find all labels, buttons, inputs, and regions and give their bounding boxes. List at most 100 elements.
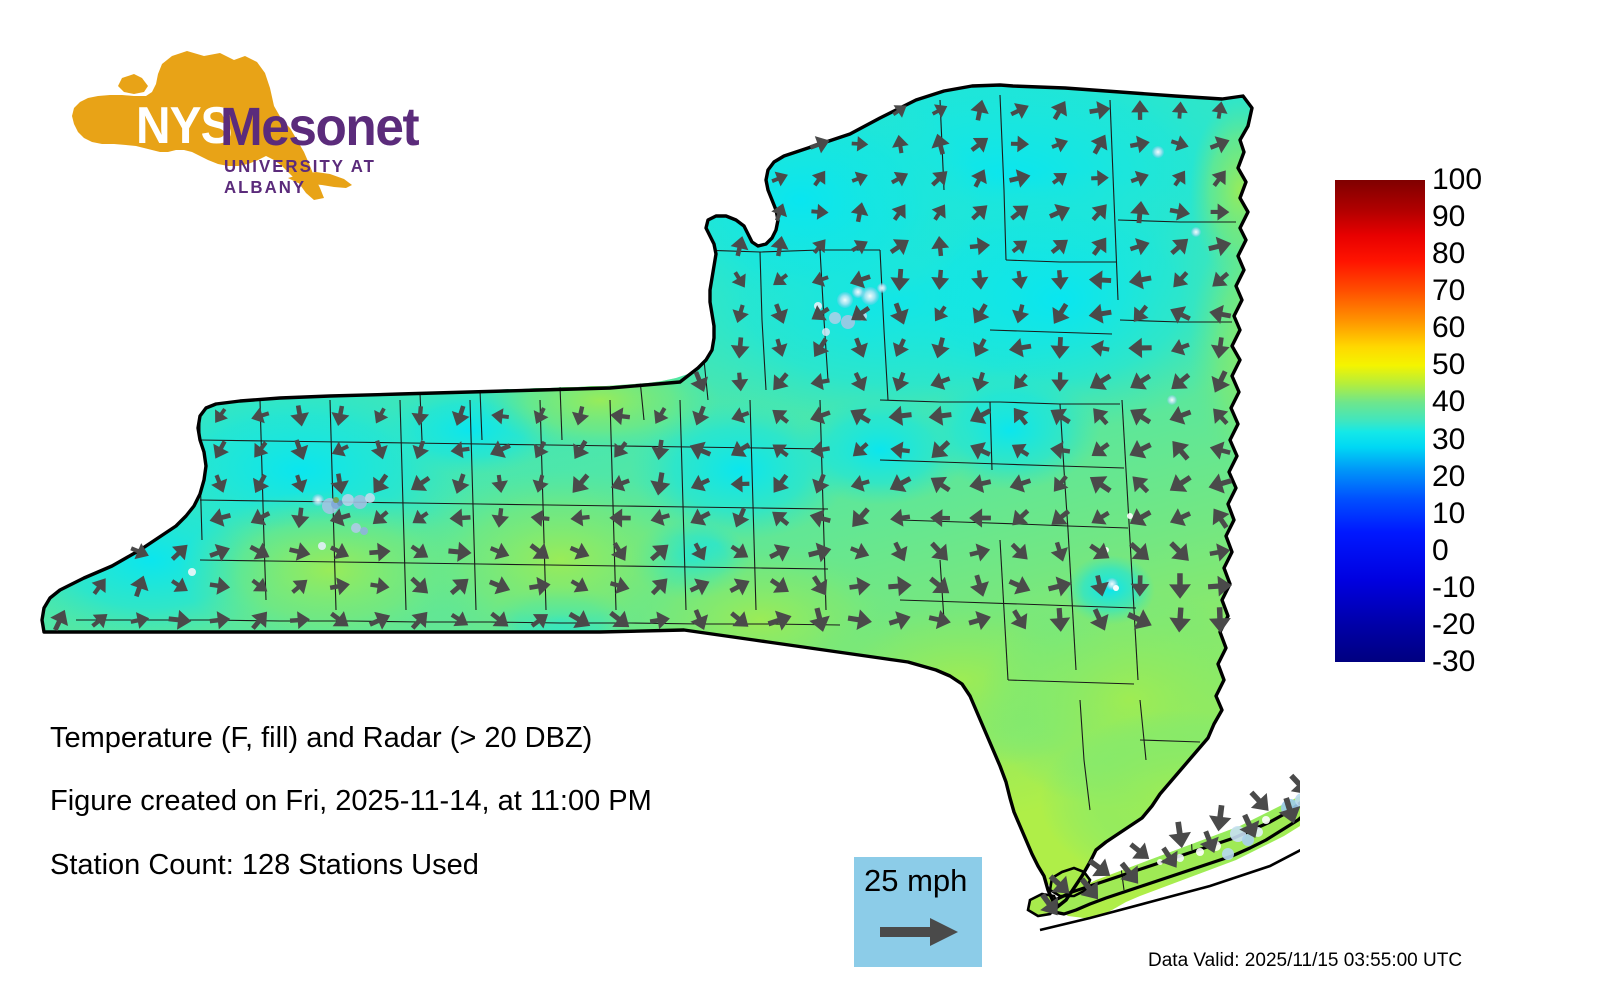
- wind-arrow: [1053, 474, 1069, 492]
- wind-arrow: [130, 543, 149, 560]
- wind-arrow: [890, 441, 910, 460]
- wind-arrow: [1170, 238, 1189, 256]
- wind-arrow-icon: [880, 918, 958, 946]
- wind-arrow: [1009, 169, 1031, 188]
- wind-arrow: [1211, 370, 1231, 393]
- wind-arrow: [690, 371, 709, 392]
- wind-arrow: [449, 578, 469, 596]
- wind-arrow: [1091, 237, 1107, 256]
- wind-arrow: [1008, 337, 1032, 358]
- wind-arrow: [850, 202, 869, 223]
- wind-arrow: [1089, 101, 1111, 120]
- wind-arrow: [610, 541, 627, 561]
- wind-arrow: [1170, 306, 1191, 324]
- wind-arrow: [1209, 441, 1231, 460]
- figure-created-caption: Figure created on Fri, 2025-11-14, at 11…: [50, 785, 652, 817]
- wind-arrow: [412, 440, 430, 460]
- wind-arrow: [690, 609, 709, 631]
- wind-arrow: [209, 611, 231, 630]
- wind-arrow: [731, 407, 750, 424]
- wind-arrow: [1278, 797, 1300, 824]
- wind-arrow: [773, 272, 789, 286]
- colorbar-tick-40: 40: [1432, 385, 1466, 419]
- wind-arrow: [850, 408, 871, 426]
- wind-arrow: [1132, 476, 1150, 494]
- wind-arrow: [570, 577, 589, 593]
- wind-arrow: [491, 508, 510, 528]
- colorbar-tick-10: 10: [1432, 496, 1466, 530]
- wind-arrow: [892, 134, 909, 154]
- wind-arrow: [609, 610, 630, 628]
- wind-arrow: [1010, 542, 1028, 560]
- wind-arrow: [930, 541, 949, 561]
- wind-arrow: [529, 576, 551, 596]
- wind-arrow: [209, 576, 231, 595]
- wind-arrow: [329, 508, 351, 527]
- wind-arrow: [892, 105, 907, 118]
- wind-arrow: [1089, 608, 1109, 631]
- colorbar-gradient: [1335, 180, 1425, 662]
- wind-arrow: [1129, 238, 1150, 256]
- map-container[interactable]: [0, 0, 1300, 960]
- wind-arrow: [890, 508, 911, 527]
- wind-arrow: [730, 440, 751, 457]
- colorbar-tick-labels: 100 90 80 70 60 50 40 30 20 10 0 -10 -20 -30: [1432, 165, 1552, 677]
- wind-arrow: [1199, 830, 1219, 854]
- wind-arrow: [571, 406, 590, 426]
- wind-arrow: [451, 405, 470, 426]
- colorbar-tick-neg30: -30: [1432, 645, 1476, 678]
- wind-arrow: [892, 338, 909, 357]
- wind-arrow: [891, 204, 906, 221]
- wind-arrow: [1210, 337, 1230, 359]
- wind-arrow: [931, 269, 950, 291]
- wind-arrow: [569, 542, 590, 560]
- wind-arrow: [771, 171, 788, 187]
- wind-arrow: [50, 609, 68, 632]
- wind-arrow: [650, 578, 668, 596]
- wind-arrow: [769, 576, 789, 593]
- wind-arrow: [813, 337, 830, 357]
- wind-arrow: [969, 237, 991, 256]
- wind-arrow: [533, 440, 549, 459]
- wind-arrow: [572, 473, 590, 493]
- colorbar-tick-80: 80: [1432, 237, 1466, 271]
- wind-arrow: [770, 303, 788, 324]
- colorbar-tick-30: 30: [1432, 422, 1466, 456]
- wind-arrow: [1128, 337, 1152, 359]
- wind-arrow: [691, 542, 707, 561]
- wind-arrow: [370, 577, 390, 595]
- wind-arrow: [650, 472, 671, 496]
- wind-arrow: [1011, 240, 1028, 255]
- wind-arrow: [1010, 103, 1029, 119]
- wind-arrow: [969, 543, 991, 562]
- wind-arrow: [1172, 441, 1190, 461]
- wind-arrow: [810, 440, 831, 459]
- wind-arrow: [1131, 100, 1149, 120]
- wind-arrow: [1050, 270, 1069, 290]
- wind-arrow: [969, 474, 992, 493]
- wind-arrow: [1050, 239, 1068, 255]
- new-york-temperature-map[interactable]: [0, 0, 1300, 960]
- colorbar-tick-0: 0: [1432, 533, 1449, 567]
- wind-arrow: [213, 440, 229, 459]
- wind-arrow: [251, 577, 268, 592]
- wind-arrow: [931, 204, 946, 221]
- wind-arrow: [529, 542, 550, 559]
- wind-arrow: [1130, 408, 1152, 426]
- wind-legend-label: 25 mph: [864, 863, 968, 898]
- wind-arrow: [609, 576, 630, 594]
- wind-arrow: [1129, 842, 1150, 859]
- wind-arrow: [930, 372, 951, 390]
- wind-arrow: [970, 99, 989, 121]
- wind-arrow: [690, 508, 711, 526]
- wind-arrow: [931, 236, 950, 257]
- wind-arrow: [772, 444, 789, 459]
- wind-arrow: [847, 609, 872, 631]
- wind-arrow: [1209, 607, 1231, 633]
- wind-arrow: [368, 611, 391, 630]
- wind-arrow: [1133, 304, 1149, 322]
- wind-arrow: [1129, 541, 1150, 561]
- wind-arrow: [1127, 609, 1152, 630]
- colorbar-tick-100: 100: [1432, 163, 1483, 196]
- wind-arrow: [330, 473, 349, 495]
